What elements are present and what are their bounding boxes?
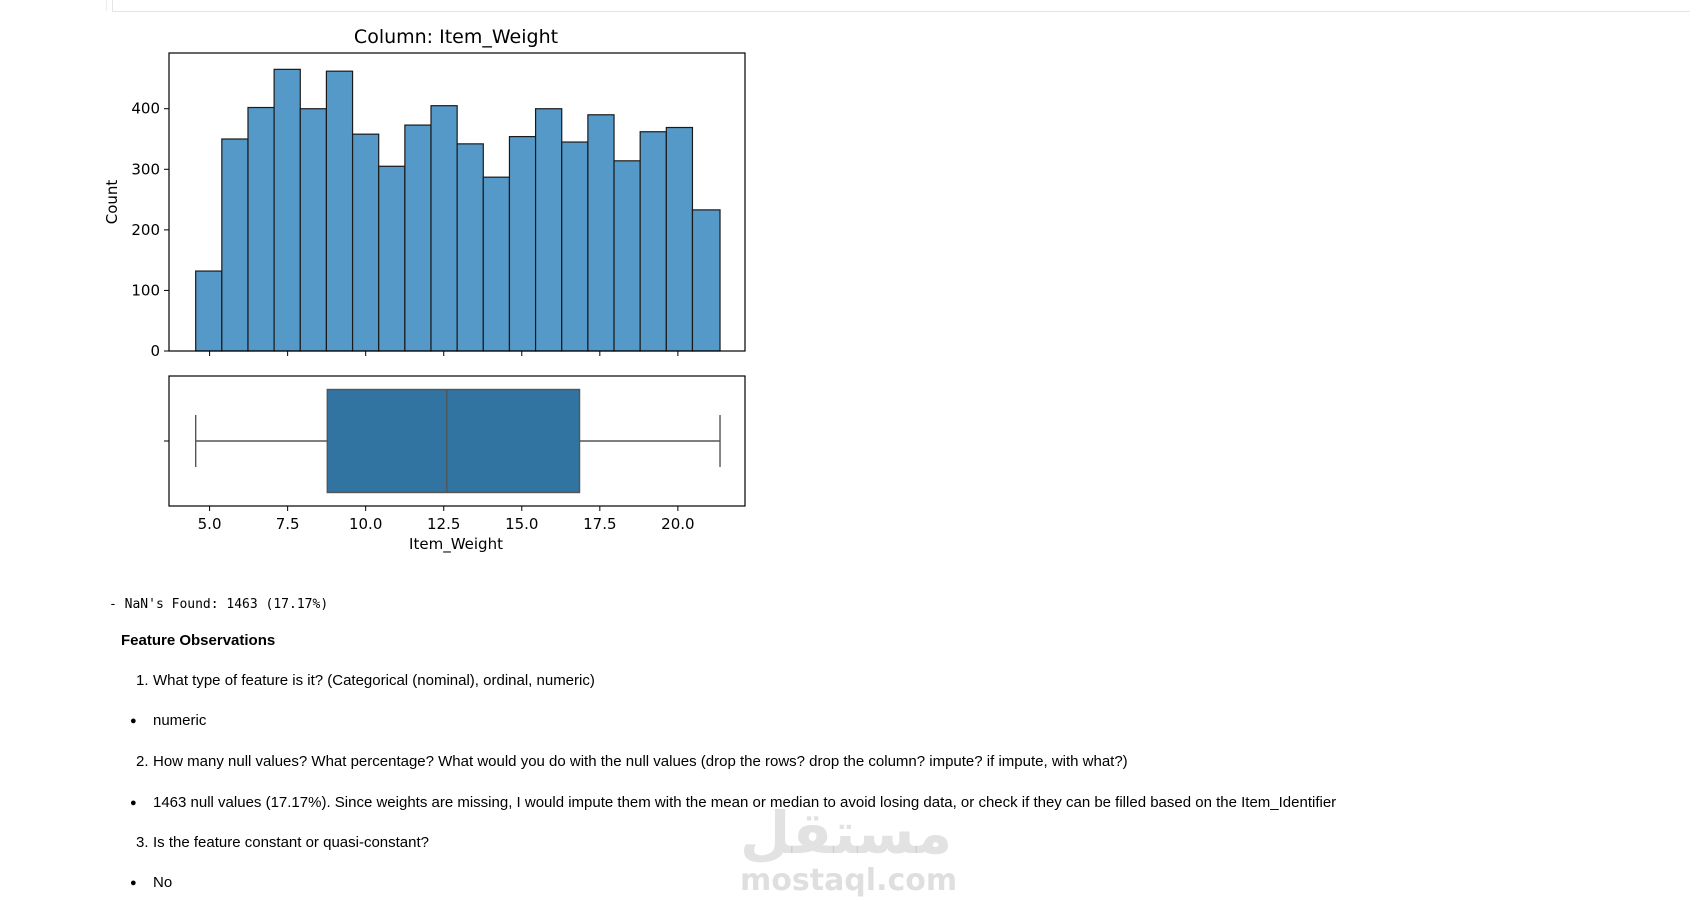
histogram-bar (351, 133, 380, 352)
y-axis-label: Count (103, 180, 121, 225)
x-axis-label: Item_Weight (409, 535, 503, 554)
nan-output: - NaN's Found: 1463 (17.17%) (109, 597, 329, 612)
watermark-arabic: مستقل (740, 799, 953, 867)
histogram-bar (691, 209, 721, 352)
question-1-text: What type of feature is it? (Categorical… (153, 672, 595, 689)
histogram-bars (195, 68, 721, 352)
y-tick-label: 100 (131, 281, 160, 299)
watermark: مستقل mostaql.com (740, 799, 958, 900)
histogram-bar (508, 135, 537, 352)
x-tick-label: 17.5 (583, 515, 616, 533)
histogram-bar (587, 114, 615, 352)
histogram-bar (299, 108, 328, 352)
histogram-bar (221, 138, 249, 352)
histogram-bar (195, 270, 223, 352)
histogram-bar (665, 126, 694, 352)
observations-heading: Feature Observations (121, 632, 276, 649)
question-3-text: Is the feature constant or quasi-constan… (153, 834, 429, 851)
histogram-bar (613, 160, 641, 352)
y-tick-label: 200 (131, 221, 160, 239)
question-2-text: How many null values? What percentage? W… (153, 753, 1128, 770)
histogram-bar (561, 141, 589, 352)
x-tick-label: 7.5 (276, 515, 300, 533)
bullet-icon: ● (130, 715, 137, 727)
histogram-bar (325, 70, 354, 352)
x-tick-label: 12.5 (427, 515, 460, 533)
histogram-bar (247, 106, 275, 352)
bullet-icon: ● (130, 877, 137, 889)
x-tick-label: 15.0 (505, 515, 538, 533)
watermark-latin: mostaql.com (740, 863, 958, 898)
y-tick-label: 0 (150, 342, 160, 360)
histogram-y-axis: 0 100 200 300 400 (131, 100, 169, 360)
y-tick-label: 300 (131, 160, 160, 178)
histogram-bar (273, 68, 301, 352)
boxplot-x-axis: 5.0 7.5 10.0 12.5 15.0 17.5 20.0 (198, 506, 695, 533)
bullet-icon: ● (130, 797, 137, 809)
histogram-frame (168, 52, 746, 352)
histogram-bar (404, 124, 432, 352)
cell-edge (106, 0, 113, 11)
x-tick-label: 10.0 (349, 515, 382, 533)
question-3: 3. Is the feature constant or quasi-const… (136, 834, 429, 851)
histogram-bar (482, 176, 511, 352)
histogram-bar (639, 131, 667, 352)
question-2: 2. How many null values? What percentage?… (136, 753, 1128, 770)
histogram-bar (378, 165, 406, 352)
question-1-number: 1. (136, 672, 149, 689)
question-3-number: 3. (136, 834, 149, 851)
answer-1-text: numeric (153, 712, 207, 729)
answer-3-text: No (153, 874, 173, 891)
chart-title: Column: Item_Weight (354, 26, 558, 48)
answer-1: ● numeric (130, 712, 206, 729)
x-tick-label: 20.0 (661, 515, 694, 533)
histogram-x-ticks (209, 351, 679, 356)
histogram-bar (430, 105, 458, 352)
previous-cell-border (112, 0, 1690, 12)
answer-2: ● 1463 null values (17.17%). Since weight… (130, 794, 1336, 811)
histogram-bar (534, 108, 563, 352)
answer-3: ● No (130, 874, 172, 891)
boxplot (194, 388, 721, 494)
y-tick-label: 400 (131, 100, 160, 118)
question-2-number: 2. (136, 753, 149, 770)
box-iqr (326, 388, 581, 494)
histogram-bar (456, 143, 484, 352)
question-1: 1. What type of feature is it? (Categoric… (136, 672, 595, 689)
x-tick-label: 5.0 (198, 515, 222, 533)
answer-2-text: 1463 null values (17.17%). Since weights… (153, 794, 1337, 811)
